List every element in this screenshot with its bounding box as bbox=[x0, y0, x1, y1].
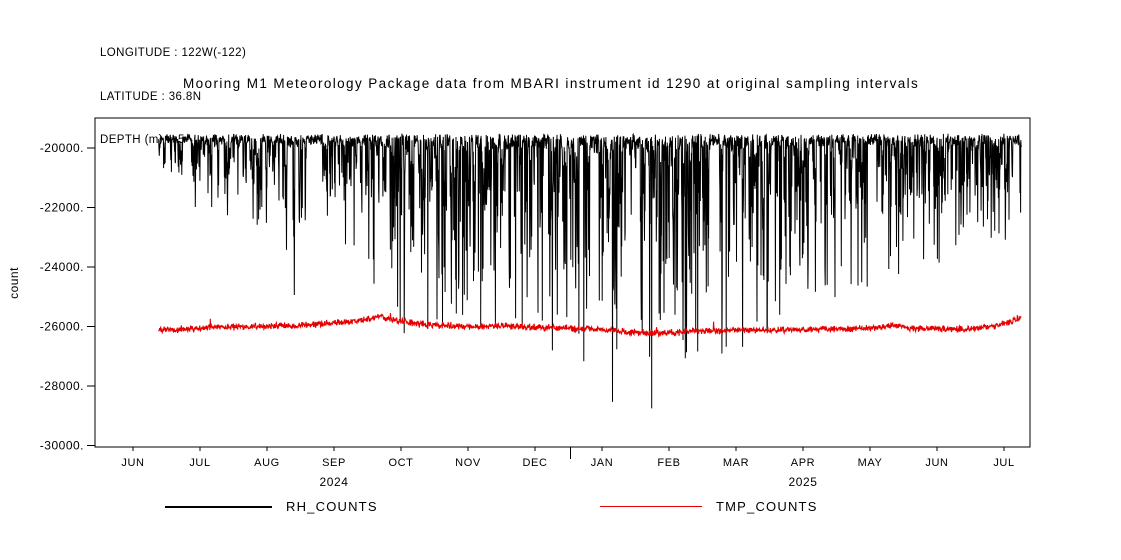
x-tick-label: JAN bbox=[591, 457, 614, 469]
rh-counts-legend-label: RH_COUNTS bbox=[286, 499, 378, 514]
legend-item-rh-counts: RH_COUNTS bbox=[165, 499, 378, 514]
x-tick-label: JUN bbox=[121, 457, 144, 469]
x-tick-label: JUN bbox=[925, 457, 948, 469]
latitude-label: LATITUDE : 36.8N bbox=[100, 90, 202, 103]
rh-counts-line bbox=[158, 132, 1022, 409]
x-tick-label: OCT bbox=[388, 457, 413, 469]
rh-counts-swatch-line bbox=[165, 505, 272, 508]
x-tick-label: FEB bbox=[657, 457, 680, 469]
legend-item-tmp-counts: TMP_COUNTS bbox=[600, 499, 818, 514]
y-tick-label: -26000. bbox=[40, 320, 84, 334]
plot-title: Mooring M1 Meteorology Package data from… bbox=[183, 76, 920, 91]
x-tick-label: MAR bbox=[723, 457, 749, 469]
longitude-label: LONGITUDE : 122W(-122) bbox=[100, 47, 247, 59]
tmp-counts-line bbox=[158, 312, 1022, 338]
x-tick-label: MAY bbox=[858, 457, 883, 469]
y-tick-label: -20000. bbox=[40, 141, 84, 155]
y-tick-label: -24000. bbox=[40, 260, 84, 274]
y-tick-label: -28000. bbox=[40, 379, 84, 393]
header-info: LONGITUDE : 122W(-122) LATITUDE : 36.8N … bbox=[100, 17, 246, 177]
x-tick-label: SEP bbox=[322, 457, 346, 469]
tmp-counts-swatch-line bbox=[600, 506, 702, 507]
depth-label: DEPTH (m) : -5 bbox=[100, 134, 185, 146]
y-tick-label: -22000. bbox=[40, 201, 84, 215]
tmp-counts-legend-label: TMP_COUNTS bbox=[716, 499, 818, 514]
x-tick-label: DEC bbox=[522, 457, 547, 469]
x-tick-label: NOV bbox=[455, 457, 481, 469]
y-tick-label: -30000. bbox=[40, 439, 84, 453]
year-label: 2025 bbox=[788, 475, 817, 489]
x-tick-label: JUL bbox=[189, 457, 210, 469]
x-tick-label: APR bbox=[791, 457, 815, 469]
x-tick-label: AUG bbox=[254, 457, 280, 469]
axis-frame bbox=[94, 117, 1031, 448]
x-tick-label: JUL bbox=[993, 457, 1014, 469]
year-label: 2024 bbox=[319, 475, 348, 489]
